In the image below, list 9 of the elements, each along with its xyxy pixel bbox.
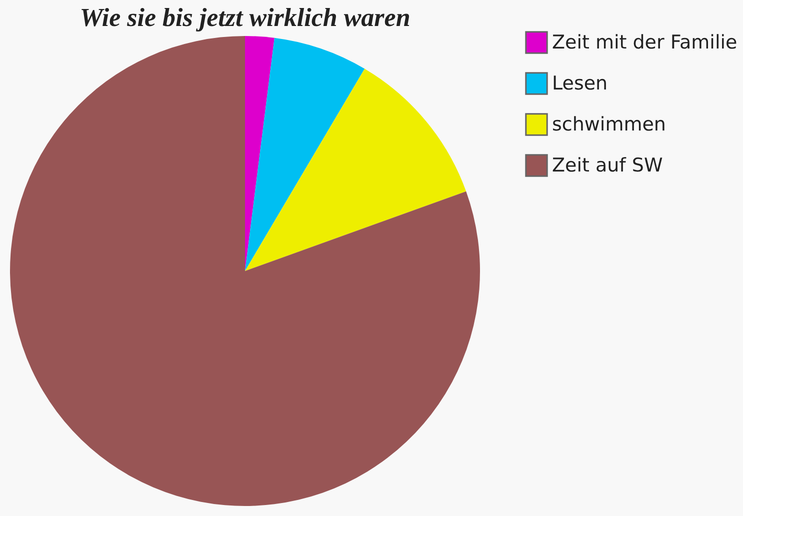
pie-slice — [245, 68, 466, 271]
legend-label: Zeit mit der Familie — [552, 32, 738, 54]
chart-title: Wie sie bis jetzt wirklich waren — [80, 3, 410, 32]
legend-label: Lesen — [552, 72, 608, 94]
legend-label: schwimmen — [552, 114, 666, 136]
pie-slice — [10, 36, 480, 506]
pie-slice — [245, 36, 274, 271]
pie-slice — [245, 38, 365, 271]
legend-label: Zeit auf SW — [552, 154, 663, 176]
